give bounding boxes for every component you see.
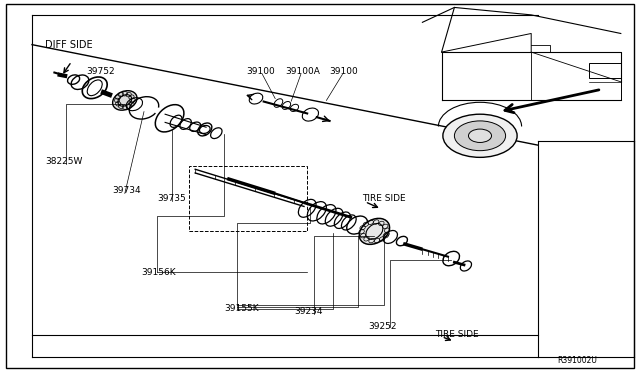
Text: R391002U: R391002U [557, 356, 596, 365]
Text: 39252: 39252 [368, 322, 397, 331]
Text: 39735: 39735 [157, 194, 186, 203]
Text: 39234: 39234 [294, 307, 323, 316]
Ellipse shape [359, 218, 390, 244]
Text: 39100: 39100 [246, 67, 275, 76]
Text: 39155K: 39155K [224, 304, 259, 312]
Circle shape [454, 121, 506, 151]
Circle shape [443, 114, 517, 157]
Text: 39734: 39734 [112, 186, 141, 195]
Circle shape [468, 129, 492, 142]
Text: 39100: 39100 [330, 67, 358, 76]
Text: 39156K: 39156K [141, 268, 175, 277]
Text: TIRE SIDE: TIRE SIDE [362, 194, 405, 203]
Text: 39752: 39752 [86, 67, 115, 76]
Text: 38225W: 38225W [45, 157, 82, 166]
Text: TIRE SIDE: TIRE SIDE [435, 330, 479, 339]
Text: 39100A: 39100A [285, 67, 319, 76]
Bar [589, 63, 621, 78]
Text: DIFF SIDE: DIFF SIDE [45, 40, 92, 50]
Ellipse shape [113, 91, 137, 110]
Bar [189, 166, 307, 231]
